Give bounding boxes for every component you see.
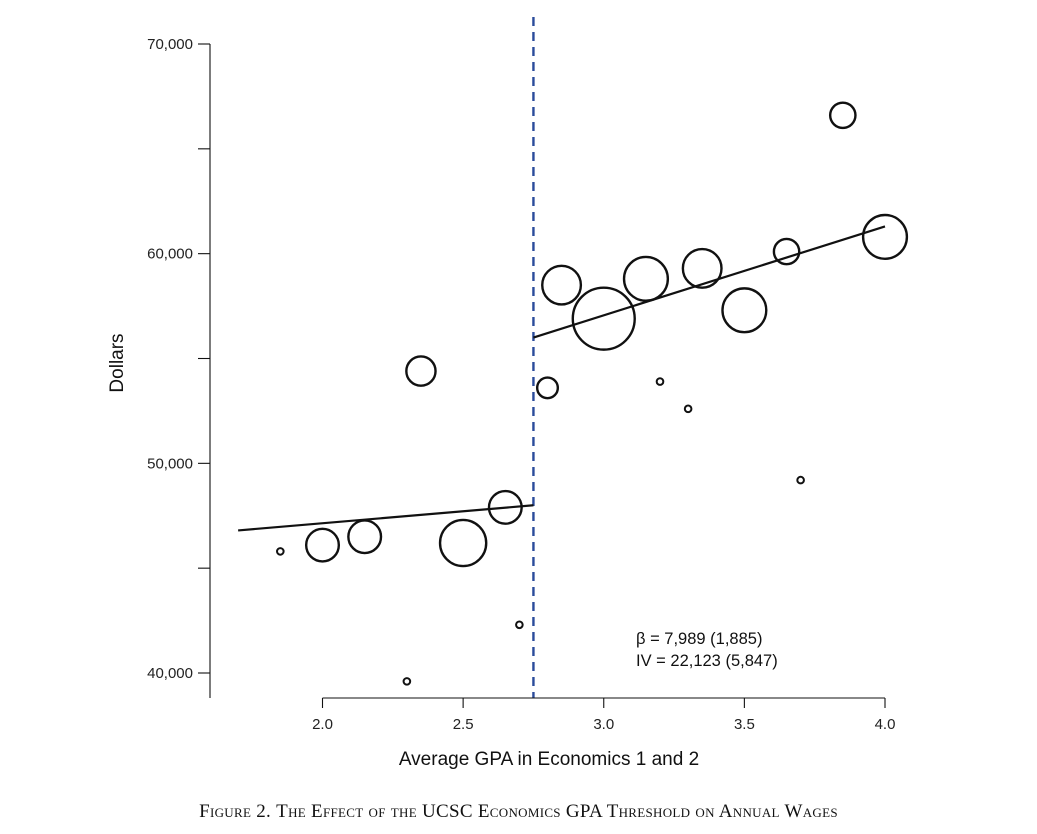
x-axis-title: Average GPA in Economics 1 and 2 [399, 749, 699, 770]
data-point [405, 355, 437, 387]
caption-text: The Effect of the UCSC Economics GPA Thr… [276, 801, 838, 822]
data-point [622, 255, 670, 302]
y-tick-label: 60,000 [147, 246, 193, 263]
data-point [772, 237, 801, 266]
x-tick-label: 4.0 [875, 716, 896, 733]
fit-line-below [238, 504, 534, 532]
data-point [721, 287, 768, 334]
data-point [304, 527, 341, 563]
x-tick-label: 2.0 [312, 716, 333, 733]
data-point [438, 518, 488, 568]
data-point [571, 286, 636, 351]
annotation-iv: IV = 22,123 (5,847) [636, 652, 778, 670]
caption-label: Figure 2. [199, 801, 272, 822]
data-point [347, 519, 383, 555]
x-tick-label: 3.0 [593, 716, 614, 733]
data-point [861, 213, 909, 260]
annotation-beta: β = 7,989 (1,885) [636, 630, 762, 648]
data-point [683, 404, 693, 414]
data-point [535, 376, 560, 400]
data-point [541, 264, 583, 306]
y-tick-label: 50,000 [147, 455, 193, 472]
data-point [402, 677, 412, 686]
data-point [681, 247, 723, 289]
fit-line-above [533, 225, 886, 339]
data-point [276, 547, 285, 556]
data-point [796, 475, 805, 485]
x-tick-label: 3.5 [734, 716, 755, 733]
y-axis-title: Dollars [107, 333, 128, 392]
data-point [828, 101, 857, 130]
y-tick-label: 40,000 [147, 665, 193, 682]
x-tick-label: 2.5 [453, 716, 474, 733]
data-point [487, 489, 523, 525]
figure-caption: Figure 2. The Effect of the UCSC Economi… [0, 801, 1037, 823]
y-tick-label: 70,000 [147, 36, 193, 53]
data-point [655, 377, 665, 386]
data-point [515, 620, 524, 630]
